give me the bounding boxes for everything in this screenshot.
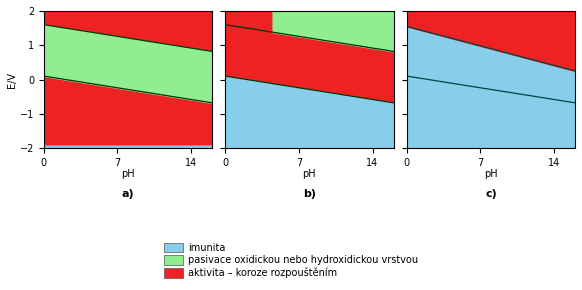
Legend: imunita, pasivace oxidickou nebo hydroxidickou vrstvou, aktivita – koroze rozpou: imunita, pasivace oxidickou nebo hydroxi… [160, 239, 422, 282]
X-axis label: pH: pH [121, 169, 135, 179]
X-axis label: pH: pH [303, 169, 316, 179]
Text: b): b) [303, 189, 316, 199]
Text: a): a) [122, 189, 134, 199]
Text: c): c) [485, 189, 497, 199]
X-axis label: pH: pH [484, 169, 498, 179]
Y-axis label: E/V: E/V [7, 72, 17, 88]
